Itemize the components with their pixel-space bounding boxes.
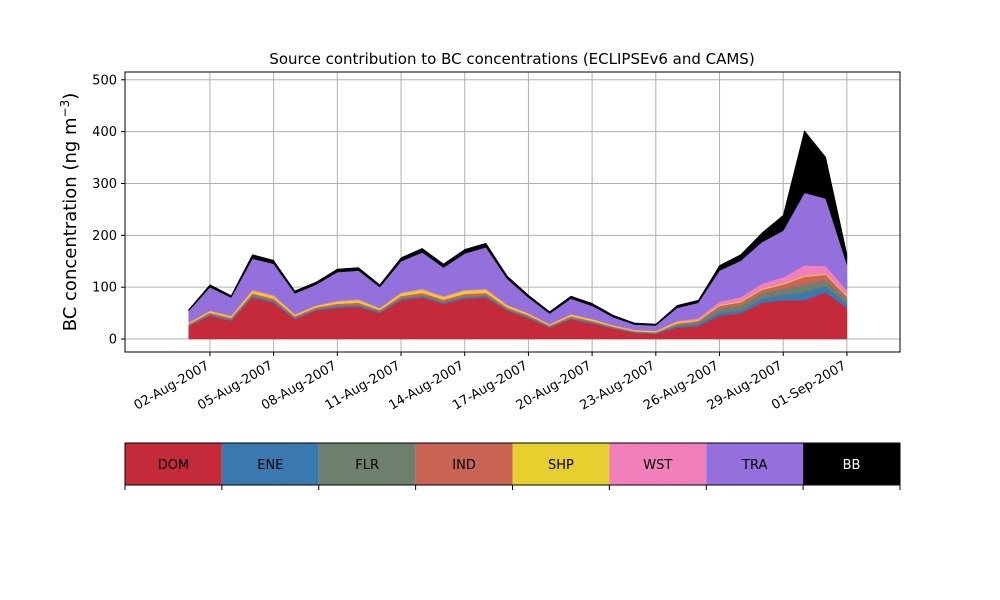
legend-label-tra: TRA <box>741 458 767 473</box>
y-tick-label: 0 <box>109 333 117 348</box>
legend-swatch-ind <box>415 443 513 485</box>
y-axis-label-exponent: −3 <box>58 100 72 118</box>
legend-swatch-ene <box>221 443 319 485</box>
legend-swatch-flr <box>318 443 416 485</box>
x-axis: 02-Aug-200705-Aug-200708-Aug-200711-Aug-… <box>132 352 849 414</box>
y-tick-label: 500 <box>92 73 117 88</box>
legend-swatch-dom <box>125 443 222 485</box>
y-axis-label-close: ) <box>60 93 81 100</box>
legend-swatch-wst <box>609 443 707 485</box>
legend-label-flr: FLR <box>355 458 379 473</box>
legend-label-ene: ENE <box>257 458 283 473</box>
legend-swatch-shp <box>512 443 610 485</box>
y-axis-label: BC concentration (ng m−3) <box>58 93 81 332</box>
y-tick-label: 200 <box>92 229 117 244</box>
y-axis-label-main: BC concentration (ng m <box>60 117 81 331</box>
legend-swatch-tra <box>706 443 804 485</box>
plot-areas <box>188 130 848 340</box>
legend-label-bb: BB <box>843 458 861 473</box>
grid <box>125 72 900 352</box>
legend-label-wst: WST <box>643 458 672 473</box>
y-tick-label: 100 <box>92 281 117 296</box>
legend-label-ind: IND <box>452 458 476 473</box>
legend: DOM ENE FLR IND SHP WST TRA BB <box>124 442 901 490</box>
y-tick-label: 300 <box>92 177 117 192</box>
legend-swatch-bb <box>803 443 900 485</box>
legend-label-dom: DOM <box>158 458 189 473</box>
y-tick-label: 400 <box>92 125 117 140</box>
legend-label-shp: SHP <box>548 458 574 473</box>
plot-frame <box>124 71 901 353</box>
y-axis: 0 100 200 300 400 500 <box>92 73 125 348</box>
area-bb <box>188 130 848 326</box>
chart-title: Source contribution to BC concentrations… <box>269 50 754 68</box>
